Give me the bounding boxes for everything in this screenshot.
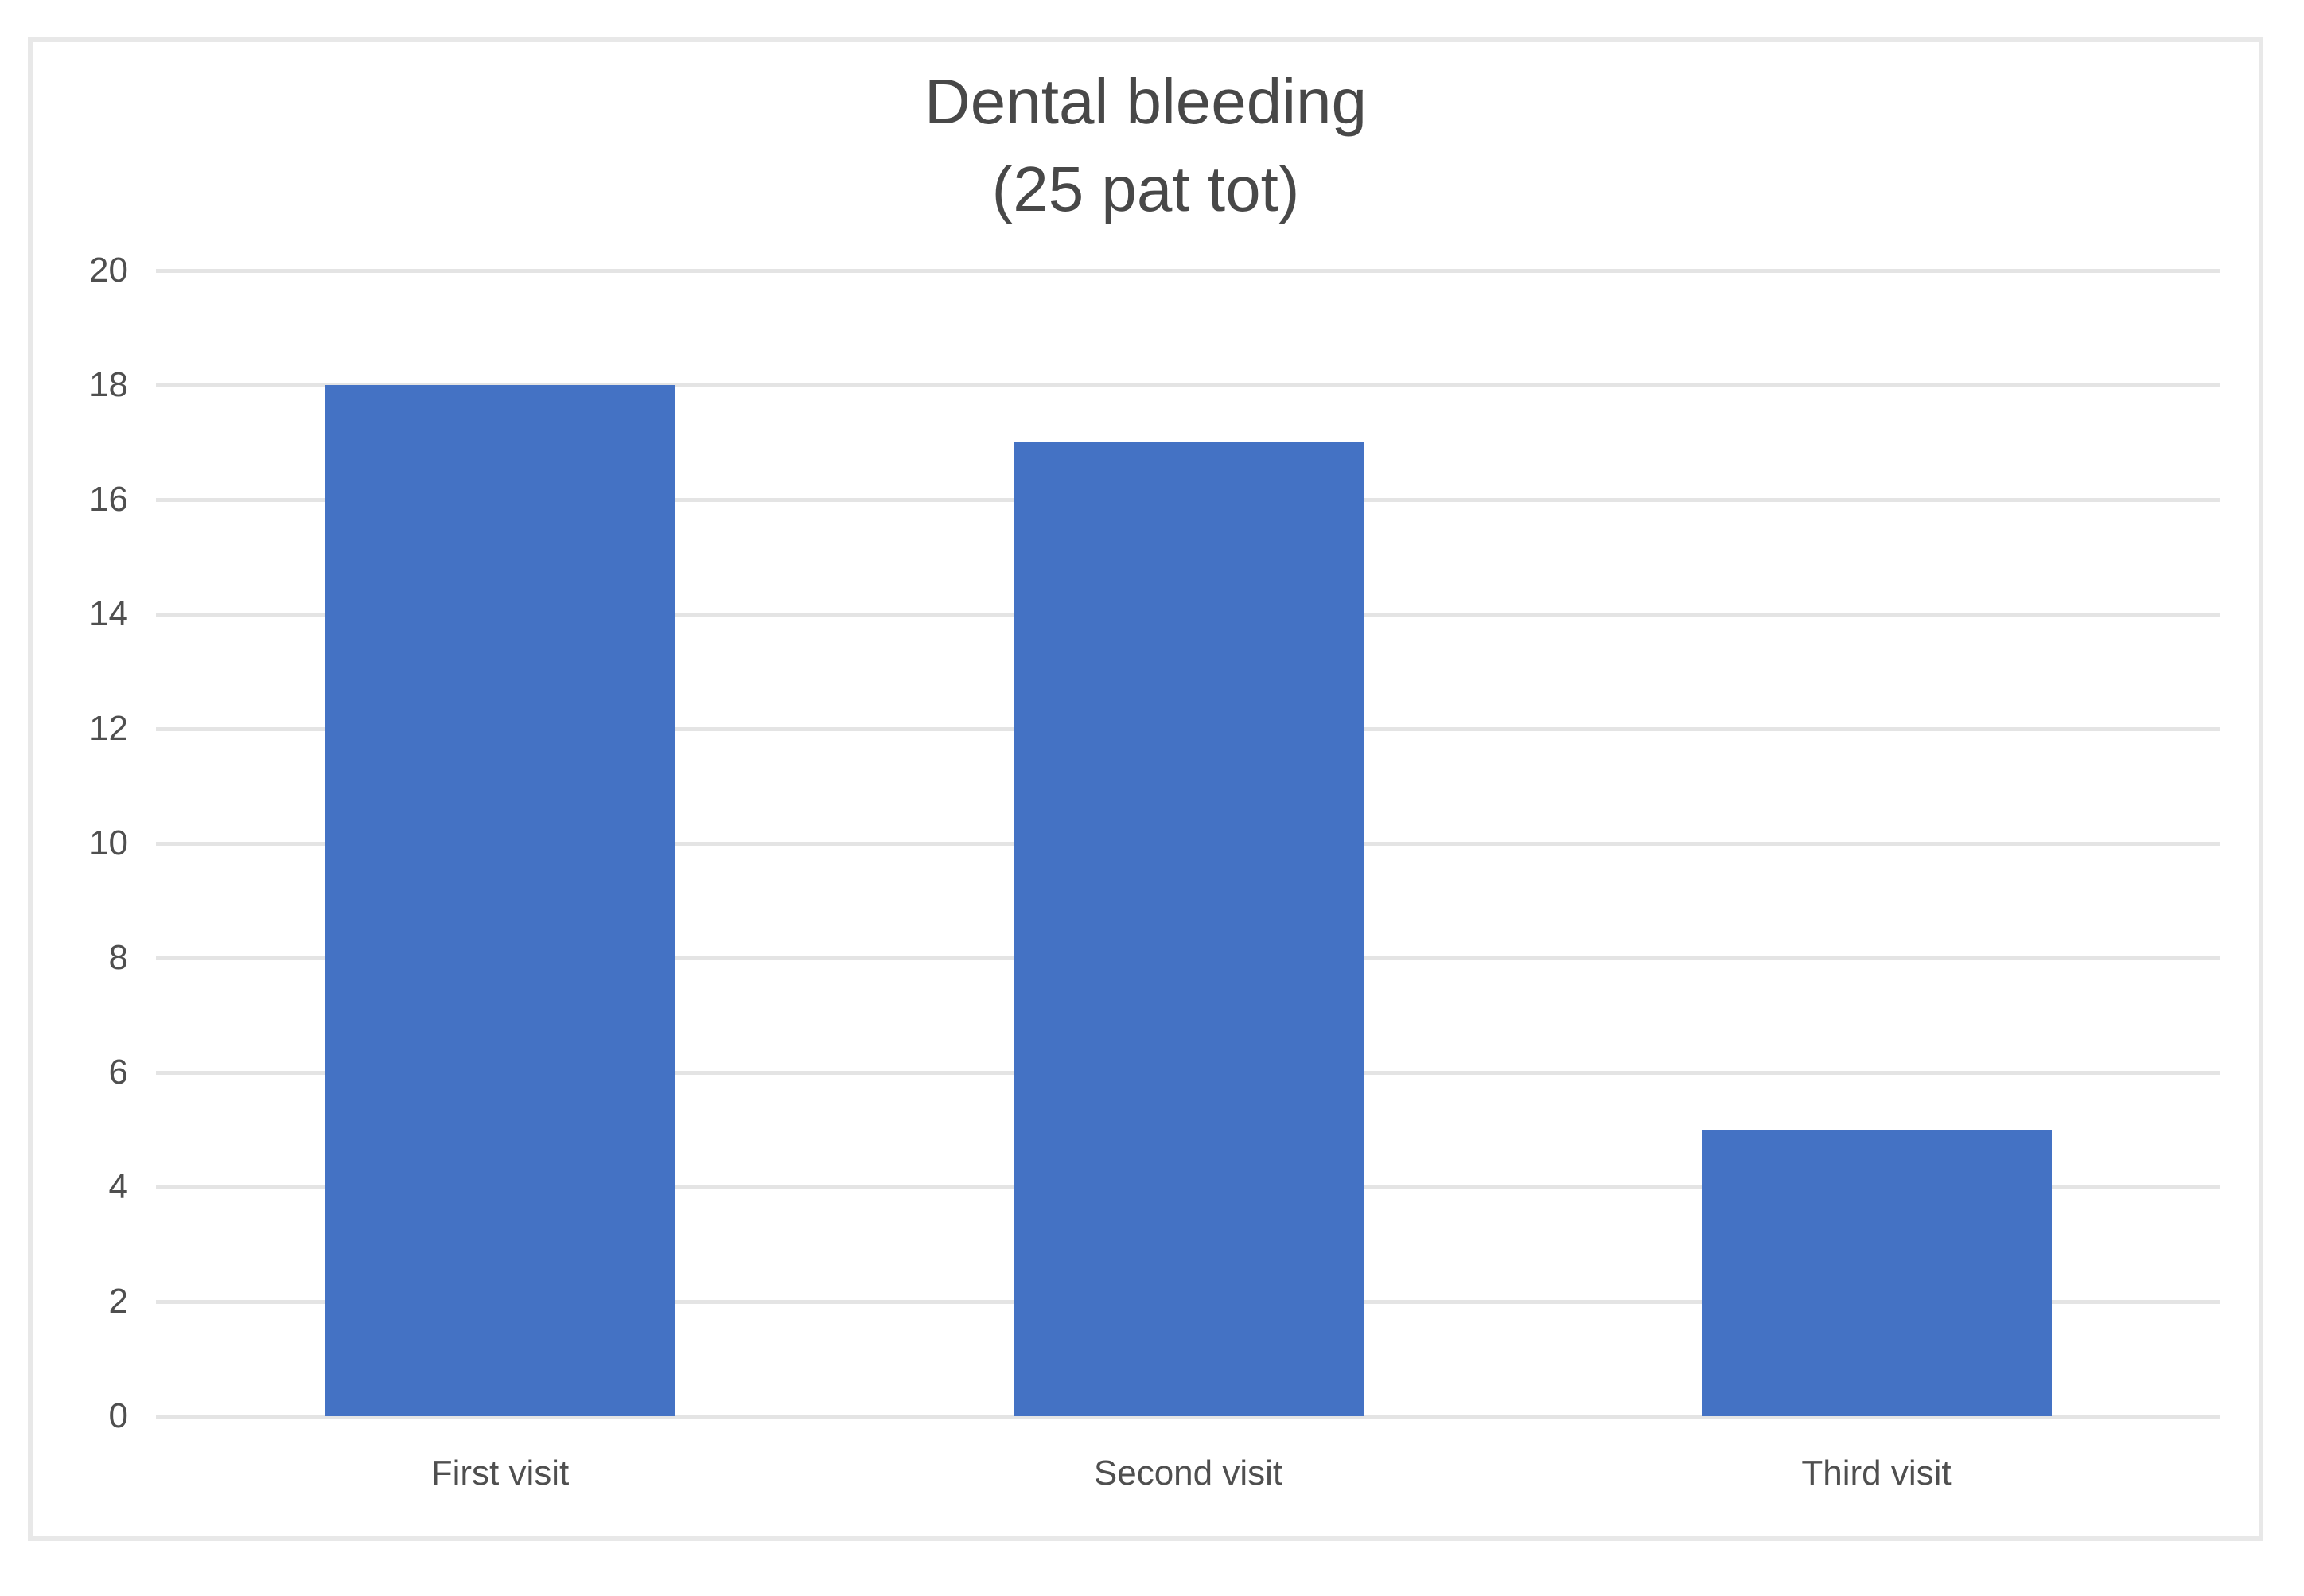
y-tick-label-20: 20 bbox=[89, 251, 128, 290]
bar-third-visit bbox=[1701, 1130, 2052, 1416]
chart-title: Dental bleeding (25 pat tot) bbox=[33, 58, 2259, 233]
gridline-y-20 bbox=[156, 269, 2220, 273]
gridline-y-0 bbox=[156, 1415, 2220, 1419]
plot-area bbox=[156, 269, 2220, 1419]
bar-first-visit bbox=[325, 385, 675, 1416]
x-category-label-first-visit: First visit bbox=[430, 1454, 570, 1493]
y-tick-label-6: 6 bbox=[108, 1053, 128, 1092]
y-tick-label-4: 4 bbox=[108, 1167, 128, 1206]
y-tick-label-10: 10 bbox=[89, 823, 128, 862]
chart-title-line-1: Dental bleeding bbox=[924, 66, 1367, 137]
x-category-label-third-visit: Third visit bbox=[1801, 1454, 1952, 1493]
y-tick-label-18: 18 bbox=[89, 365, 128, 404]
y-tick-label-2: 2 bbox=[108, 1282, 128, 1321]
y-tick-label-8: 8 bbox=[108, 938, 128, 977]
y-tick-label-16: 16 bbox=[89, 480, 128, 519]
chart-title-line-2: (25 pat tot) bbox=[991, 154, 1300, 224]
y-tick-label-0: 0 bbox=[108, 1396, 128, 1435]
gridline-y-18 bbox=[156, 383, 2220, 387]
y-tick-label-12: 12 bbox=[89, 709, 128, 748]
bar-second-visit bbox=[1013, 442, 1364, 1416]
chart-frame: Dental bleeding (25 pat tot) 0 2 4 6 8 10 12 14… bbox=[28, 37, 2263, 1541]
x-category-label-second-visit: Second visit bbox=[1093, 1454, 1283, 1493]
y-tick-label-14: 14 bbox=[89, 594, 128, 633]
